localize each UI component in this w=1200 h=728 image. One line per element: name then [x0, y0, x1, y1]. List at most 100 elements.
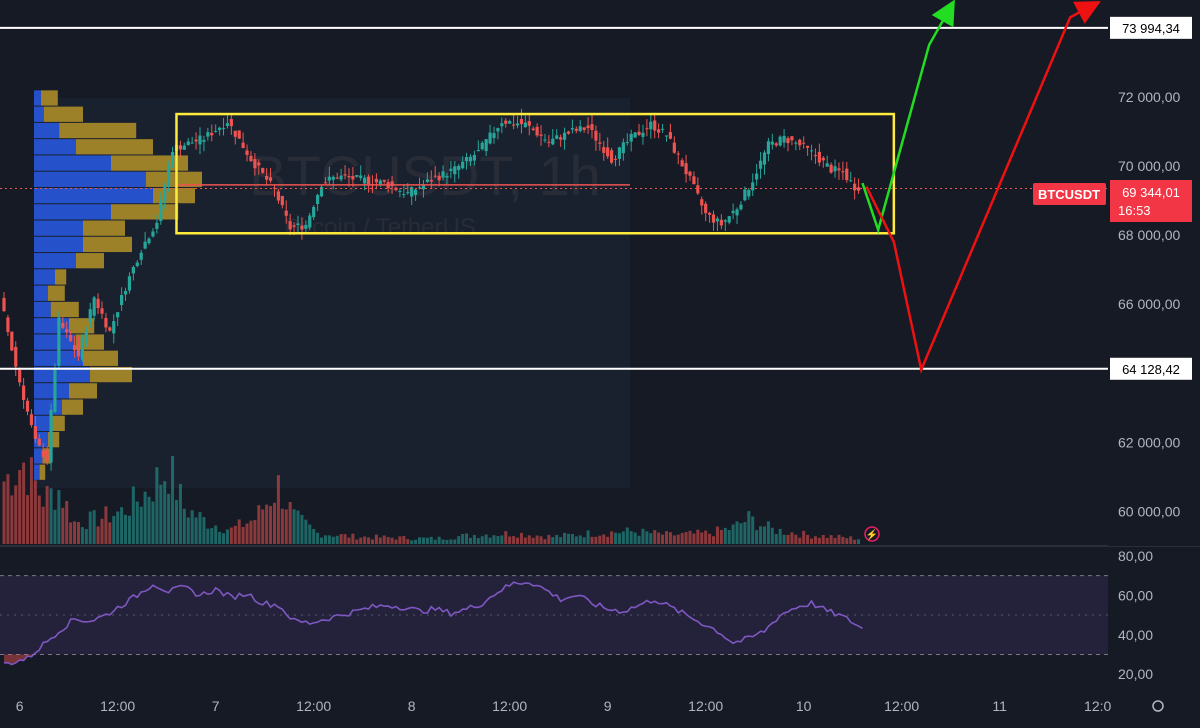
volume-bar: [790, 532, 794, 544]
volume-bar: [139, 506, 143, 544]
volume-bar: [304, 519, 308, 544]
volume-bar: [37, 495, 41, 544]
candle: [410, 186, 414, 206]
volume-bar: [586, 530, 590, 544]
volume-bar: [194, 517, 198, 544]
candle: [813, 148, 818, 164]
volume-bar: [610, 531, 614, 544]
volume-bar: [696, 529, 700, 544]
candle: [339, 168, 343, 182]
time-axis[interactable]: [0, 690, 1200, 728]
volume-bar: [370, 539, 374, 544]
volume-bar: [680, 532, 684, 544]
volume-bar: [100, 518, 104, 544]
volume-bar: [355, 539, 359, 544]
volume-bar: [390, 537, 394, 544]
candle: [190, 136, 194, 144]
rsi-tick-label: 60,00: [1118, 587, 1153, 603]
volume-bar: [782, 534, 786, 544]
candle: [617, 146, 622, 166]
candle: [276, 188, 280, 204]
price-axis[interactable]: [1108, 0, 1200, 546]
volume-profile-sell-row: [76, 139, 153, 155]
volume-profile-buy-row: [34, 301, 51, 318]
volume-profile-sell-row: [59, 122, 137, 139]
volume-bar: [272, 502, 276, 544]
candle: [688, 170, 692, 181]
candle: [143, 231, 147, 250]
volume-bar: [269, 506, 273, 544]
volume-bar: [84, 529, 88, 544]
volume-profile-buy-row: [34, 334, 76, 350]
volume-bar: [351, 533, 355, 544]
volume-bar: [429, 536, 433, 544]
volume-profile-buy-row: [34, 448, 43, 464]
volume-profile-buy-row: [34, 285, 48, 301]
candle: [672, 136, 676, 154]
bearish-projection-arrow[interactable]: [865, 1, 1101, 374]
candle: [382, 179, 386, 184]
volume-bar: [743, 522, 747, 544]
rsi-oversold-fill: [4, 654, 48, 665]
candle: [484, 138, 488, 156]
volume-profile-sell-row: [76, 334, 104, 350]
candle: [108, 326, 112, 332]
volume-bar: [806, 534, 810, 544]
candles: [2, 108, 861, 471]
rsi-tick-label: 20,00: [1118, 666, 1153, 682]
candle: [417, 177, 422, 190]
candle: [539, 125, 543, 146]
candle: [112, 314, 116, 344]
volume-bar: [813, 536, 817, 544]
candle: [476, 140, 480, 152]
volume-bar: [214, 525, 218, 544]
candle: [288, 213, 292, 236]
candle: [829, 162, 833, 174]
volume-bar: [167, 493, 171, 544]
candle: [770, 133, 774, 150]
candle: [641, 124, 645, 145]
volume-bar: [516, 537, 520, 544]
bullish-projection-arrow[interactable]: [861, 0, 955, 235]
settings-icon[interactable]: [1152, 700, 1164, 712]
volume-bar: [374, 534, 378, 544]
current-price-tag: BTCUSDT 69 344,01 16:53: [1033, 180, 1192, 222]
candle: [10, 331, 14, 352]
candle: [492, 126, 496, 144]
time-tick-label: 12:00: [296, 698, 331, 714]
volume-bar: [261, 509, 265, 544]
volume-bar: [320, 537, 324, 544]
candle: [41, 443, 45, 464]
time-tick-label: 12:00: [100, 698, 135, 714]
candle: [304, 220, 308, 233]
rsi-line: [3, 581, 863, 666]
volume-bar: [418, 537, 422, 544]
volume-profile-sell-row: [39, 464, 46, 480]
volume-bar: [778, 528, 782, 544]
volume-bar: [249, 520, 253, 544]
candle: [433, 166, 437, 179]
volume-bar: [845, 538, 849, 544]
candle: [453, 161, 457, 183]
candle: [457, 163, 461, 179]
volume-bar: [284, 509, 288, 544]
candle: [272, 184, 277, 197]
candle: [747, 187, 751, 200]
volume-bar: [229, 527, 233, 544]
volume-bar: [433, 539, 437, 544]
volume-bar: [547, 534, 551, 544]
volume-profile-sell-row: [43, 106, 83, 122]
volume-bar: [676, 534, 680, 544]
candle: [543, 133, 547, 143]
lightning-icon[interactable]: [864, 526, 880, 542]
candle: [649, 114, 653, 139]
volume-bar: [551, 537, 555, 544]
volume-bar: [621, 531, 625, 544]
candle: [711, 210, 716, 231]
volume-bar: [723, 527, 727, 544]
candle: [355, 174, 359, 178]
candle: [402, 184, 406, 199]
candle: [84, 326, 88, 348]
volume-bar: [500, 535, 504, 544]
